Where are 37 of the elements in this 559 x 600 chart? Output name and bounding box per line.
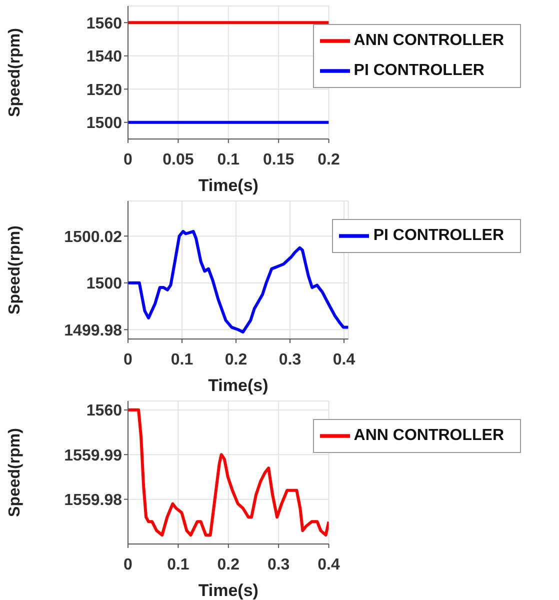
x-tick-label: 0: [124, 351, 133, 368]
x-tick-label: 0.1: [217, 151, 240, 168]
x-tick-label: 0.2: [217, 556, 240, 574]
y-tick-label: 1559.99: [64, 447, 122, 464]
y-axis-title: Speed(rpm): [6, 28, 24, 117]
y-tick-label: 1500: [86, 276, 122, 293]
line-series: [128, 408, 329, 537]
y-tick-label: 1499.98: [64, 322, 122, 340]
y-axis-title: Speed(rpm): [6, 428, 24, 517]
x-tick-label: 0.2: [318, 151, 340, 168]
y-tick-label: 1540: [86, 48, 122, 66]
x-tick-label: 0.4: [332, 351, 356, 368]
y-tick-label: 1500.02: [64, 228, 122, 246]
legend-label: PI CONTROLLER: [373, 227, 504, 244]
x-axis-title: Time(s): [198, 581, 258, 600]
legend-label: ANN CONTROLLER: [354, 32, 504, 50]
x-tick-label: 0.2: [224, 351, 248, 368]
x-axis-title: Time(s): [198, 176, 258, 195]
y-tick-label: 1560: [86, 15, 122, 32]
y-tick-label: 1559.98: [64, 492, 122, 509]
x-tick-label: 0.3: [267, 556, 290, 574]
line-series: [128, 230, 348, 334]
x-tick-label: 0.05: [162, 151, 194, 168]
y-tick-label: 1500: [86, 115, 122, 132]
x-tick-label: 0.15: [263, 151, 294, 168]
legend-label: ANN CONTROLLER: [354, 427, 504, 444]
x-tick-label: 0.1: [170, 351, 194, 368]
x-axis-title: Time(s): [208, 376, 268, 395]
legend-label: PI CONTROLLER: [354, 62, 484, 80]
x-tick-label: 0.3: [278, 351, 302, 368]
x-tick-label: 0: [124, 556, 133, 574]
x-tick-label: 0.4: [318, 556, 340, 574]
x-tick-label: 0.1: [167, 556, 190, 574]
y-axis-title: Speed(rpm): [6, 226, 24, 314]
y-tick-label: 1560: [86, 402, 122, 420]
x-tick-label: 0: [124, 151, 133, 168]
y-tick-label: 1520: [86, 82, 122, 99]
